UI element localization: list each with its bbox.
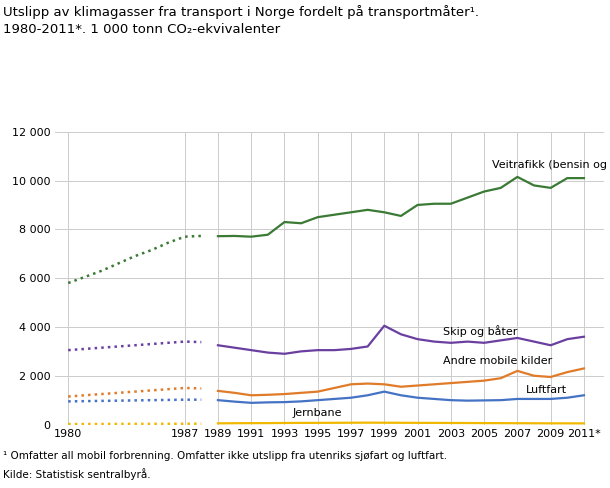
Text: Luftfart: Luftfart — [526, 385, 567, 395]
Text: Kilde: Statistisk sentralbyrå.: Kilde: Statistisk sentralbyrå. — [3, 468, 151, 480]
Text: Andre mobile kilder: Andre mobile kilder — [442, 356, 552, 366]
Text: Skip og båter: Skip og båter — [442, 325, 517, 337]
Text: Veitrafikk (bensin og diesel): Veitrafikk (bensin og diesel) — [492, 160, 610, 170]
Text: Utslipp av klimagasser fra transport i Norge fordelt på transportmåter¹.
1980-20: Utslipp av klimagasser fra transport i N… — [3, 5, 479, 36]
Text: ¹ Omfatter all mobil forbrenning. Omfatter ikke utslipp fra utenriks sjøfart og : ¹ Omfatter all mobil forbrenning. Omfatt… — [3, 451, 447, 461]
Text: Jernbane: Jernbane — [293, 407, 342, 418]
